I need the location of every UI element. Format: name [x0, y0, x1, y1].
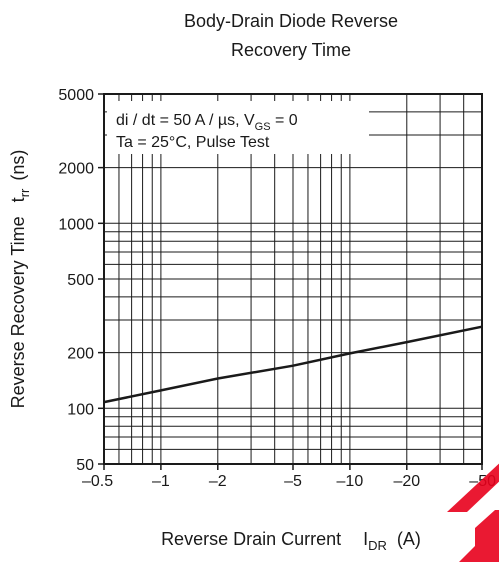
- y-tick-label: 5000: [58, 87, 94, 104]
- x-tick-label: –1: [152, 473, 170, 490]
- watermark-shape: [355, 452, 499, 562]
- x-tick-label: –5: [284, 473, 302, 490]
- watermark-stroke-2: [459, 510, 499, 562]
- chart-title-line-2: Recovery Time: [231, 40, 351, 60]
- y-tick-label: 200: [67, 346, 94, 363]
- y-tick-label: 1000: [58, 216, 94, 233]
- y-tick-label: 50: [76, 457, 94, 474]
- watermark-stroke-1: [447, 458, 499, 512]
- y-tick-label: 100: [67, 401, 94, 418]
- x-tick-label: –0.5: [82, 473, 113, 490]
- annotation-line-2: Ta = 25°C, Pulse Test: [116, 134, 270, 151]
- y-axis-label: Reverse Recovery Timetrr(ns): [8, 150, 32, 409]
- y-tick-label: 2000: [58, 161, 94, 178]
- y-axis-ticks: 50 100 200 500 1000 2000 5000: [58, 87, 104, 474]
- y-tick-label: 500: [67, 272, 94, 289]
- x-tick-label: –2: [209, 473, 227, 490]
- chart-title-line-1: Body-Drain Diode Reverse: [184, 11, 398, 31]
